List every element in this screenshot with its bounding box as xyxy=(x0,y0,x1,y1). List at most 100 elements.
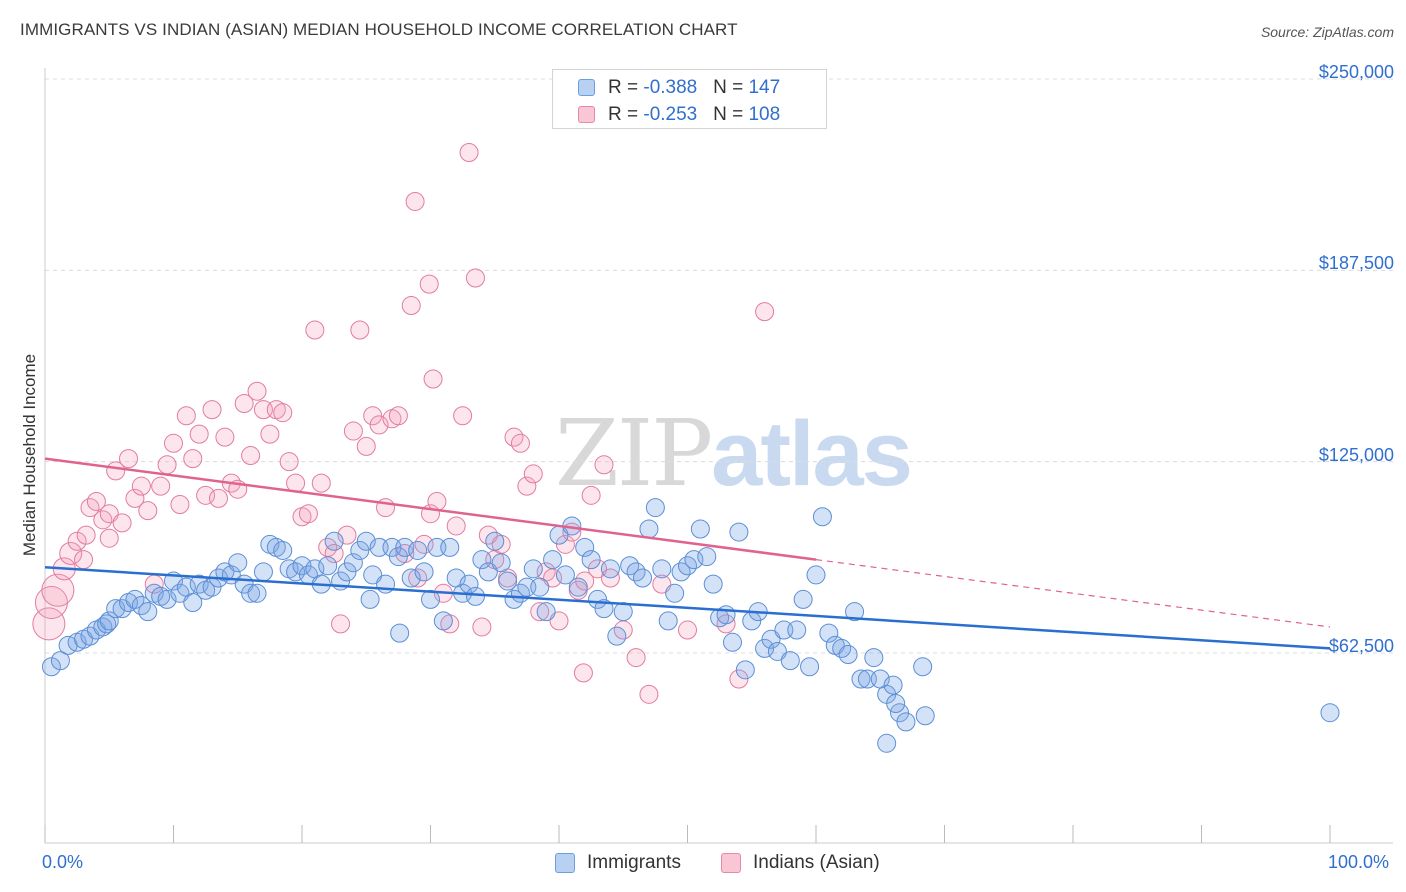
point-immigrants xyxy=(806,565,826,585)
point-indians xyxy=(260,424,280,444)
bottom-legend-swatch-immigrants xyxy=(555,853,575,873)
point-indians xyxy=(99,504,119,524)
point-immigrants xyxy=(401,568,421,588)
point-immigrants xyxy=(273,540,293,560)
point-immigrants xyxy=(864,648,884,668)
point-immigrants xyxy=(183,592,203,612)
point-immigrants xyxy=(440,537,460,557)
point-indians xyxy=(626,648,646,668)
point-immigrants xyxy=(472,550,492,570)
point-immigrants xyxy=(343,553,363,573)
point-immigrants xyxy=(703,574,723,594)
point-indians xyxy=(74,550,94,570)
point-immigrants xyxy=(652,559,672,579)
bottom-legend-label-indians: Indians (Asian) xyxy=(753,852,880,873)
point-immigrants xyxy=(465,586,485,606)
point-indians xyxy=(337,525,357,545)
point-indians xyxy=(573,663,593,683)
point-indians xyxy=(363,406,383,426)
legend-n-value: 108 xyxy=(748,104,781,125)
point-indians xyxy=(459,142,479,162)
stats-legend: R = -0.388 N = 147 R = -0.253 N = 108 xyxy=(552,69,827,129)
point-indians xyxy=(369,415,389,435)
series-indians-points xyxy=(32,142,775,704)
point-immigrants xyxy=(360,589,380,609)
point-indians xyxy=(555,534,575,554)
point-immigrants xyxy=(390,623,410,643)
legend-swatch-indians xyxy=(578,106,595,123)
point-immigrants xyxy=(845,602,865,622)
point-immigrants xyxy=(915,706,935,726)
point-immigrants xyxy=(800,657,820,677)
point-indians xyxy=(311,473,331,493)
legend-text-immigrants: R = -0.388 N = 147 xyxy=(608,77,780,99)
point-indians xyxy=(189,424,209,444)
point-immigrants xyxy=(697,547,717,567)
point-immigrants xyxy=(138,602,158,622)
point-indians xyxy=(755,302,775,322)
point-immigrants xyxy=(890,703,910,723)
point-immigrants xyxy=(395,537,415,557)
point-immigrants xyxy=(877,733,897,753)
watermark-zip: ZIP xyxy=(555,400,713,507)
point-immigrants xyxy=(883,675,903,695)
point-indians xyxy=(530,602,550,622)
point-indians xyxy=(157,455,177,475)
point-indians xyxy=(164,433,183,453)
point-immigrants xyxy=(761,629,781,649)
point-indians xyxy=(678,620,697,640)
point-immigrants xyxy=(157,589,177,609)
point-immigrants xyxy=(735,660,755,680)
point-immigrants xyxy=(793,589,813,609)
point-indians xyxy=(131,476,151,496)
point-immigrants xyxy=(523,559,543,579)
point-indians xyxy=(331,614,351,634)
point-indians xyxy=(350,320,370,340)
point-indians xyxy=(405,191,425,211)
point-indians xyxy=(356,436,376,456)
point-immigrants xyxy=(478,562,498,582)
source-label: Source: ZipAtlas.com xyxy=(1260,24,1394,40)
point-immigrants xyxy=(388,547,408,567)
legend-n-label: N = xyxy=(713,77,749,98)
point-immigrants xyxy=(729,522,749,542)
point-indians xyxy=(112,513,132,533)
point-immigrants xyxy=(812,507,832,527)
point-indians xyxy=(196,485,216,505)
legend-swatch-immigrants xyxy=(578,79,595,96)
legend-text-indians: R = -0.253 N = 108 xyxy=(608,104,780,126)
point-immigrants xyxy=(607,626,627,646)
point-indians xyxy=(472,617,492,637)
point-immigrants xyxy=(555,565,575,585)
point-immigrants xyxy=(767,641,787,661)
legend-r-label: R = xyxy=(608,104,644,125)
x-tick-label-min: 0.0% xyxy=(42,852,84,872)
point-immigrants xyxy=(491,553,511,573)
point-immigrants xyxy=(568,577,588,597)
y-tick-label: $62,500 xyxy=(1328,636,1394,656)
point-indians xyxy=(119,449,139,469)
point-indians xyxy=(247,381,267,401)
point-immigrants xyxy=(851,669,871,689)
point-indians xyxy=(446,516,466,536)
point-indians xyxy=(305,320,325,340)
point-immigrants xyxy=(755,638,775,658)
point-indians xyxy=(183,449,203,469)
point-immigrants xyxy=(787,620,807,640)
point-indians xyxy=(465,268,485,288)
legend-r-label: R = xyxy=(608,77,644,98)
point-immigrants xyxy=(896,712,916,732)
point-indians xyxy=(41,573,75,607)
point-immigrants xyxy=(433,611,453,631)
point-indians xyxy=(234,394,254,414)
point-immigrants xyxy=(543,550,563,570)
point-indians xyxy=(423,369,443,389)
point-immigrants xyxy=(722,632,742,652)
point-immigrants xyxy=(690,519,710,539)
point-immigrants xyxy=(363,565,383,585)
point-immigrants xyxy=(292,556,312,576)
point-indians xyxy=(241,446,261,466)
point-immigrants xyxy=(228,553,248,573)
trend-lines xyxy=(44,457,1331,650)
point-indians xyxy=(517,476,537,496)
